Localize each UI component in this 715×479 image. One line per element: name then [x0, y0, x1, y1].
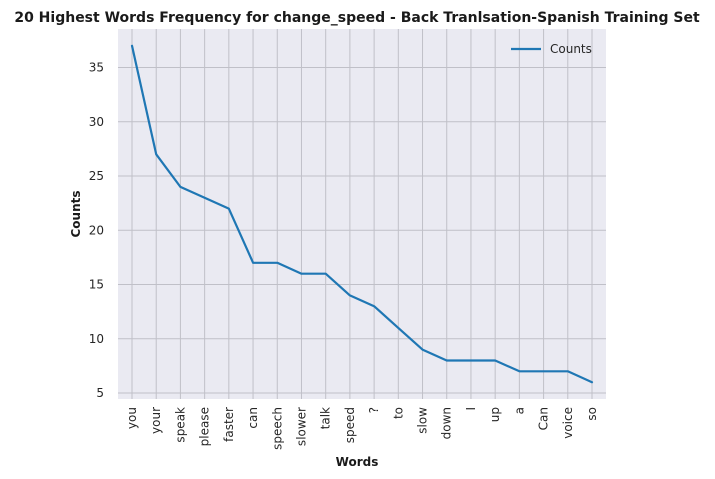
- x-tick-label: can: [246, 407, 260, 429]
- chart-title: 20 Highest Words Frequency for change_sp…: [14, 10, 700, 26]
- x-tick-label: please: [198, 407, 212, 446]
- x-axis-ticks: you your speak please faster can speech slower t…: [125, 407, 599, 450]
- x-tick-label: to: [391, 407, 405, 419]
- y-axis-label: Counts: [69, 190, 83, 237]
- x-tick-label: speak: [173, 407, 187, 443]
- x-axis-label: Words: [336, 455, 379, 469]
- legend: Counts: [511, 42, 592, 56]
- y-tick-label: 25: [89, 169, 104, 183]
- x-tick-label: faster: [222, 407, 236, 442]
- x-tick-label: ?: [367, 407, 381, 413]
- plot-area: [118, 29, 606, 399]
- x-tick-label: so: [585, 407, 599, 421]
- x-tick-label: a: [512, 407, 526, 414]
- y-tick-label: 30: [89, 115, 104, 129]
- x-tick-label: your: [149, 407, 163, 434]
- grid-lines: [118, 29, 606, 399]
- series-line-counts: [130, 44, 594, 384]
- x-tick-label: talk: [319, 407, 333, 429]
- x-tick-label: up: [488, 407, 502, 422]
- x-tick-label: voice: [561, 407, 575, 439]
- y-axis-ticks: 5 10 15 20 25 30 35: [89, 61, 104, 401]
- x-tick-label: Can: [537, 407, 551, 430]
- x-tick-label: I: [464, 407, 478, 411]
- x-tick-label: slow: [416, 407, 430, 434]
- y-tick-label: 35: [89, 61, 104, 75]
- x-tick-label: slower: [294, 407, 308, 446]
- y-tick-label: 20: [89, 223, 104, 237]
- legend-label-counts: Counts: [550, 42, 592, 56]
- x-tick-label: you: [125, 407, 139, 429]
- y-tick-label: 5: [96, 386, 104, 400]
- y-tick-label: 15: [89, 278, 104, 292]
- y-tick-label: 10: [89, 332, 104, 346]
- x-tick-label: down: [440, 407, 454, 439]
- x-tick-label: speed: [343, 407, 357, 443]
- x-tick-label: speech: [270, 407, 284, 450]
